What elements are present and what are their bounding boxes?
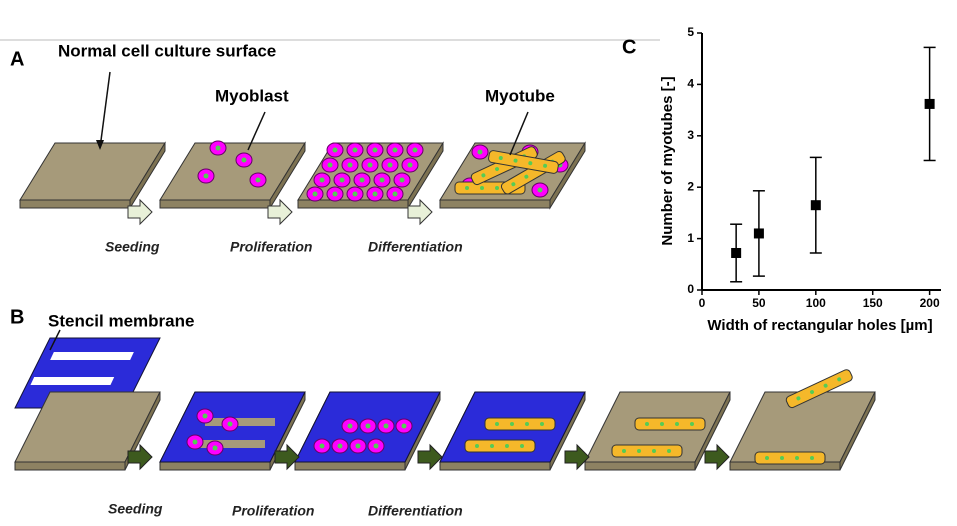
y-tick-label: 0 [687, 282, 694, 296]
y-tick-label: 3 [687, 128, 694, 142]
myoblast-label: Myoblast [215, 86, 289, 105]
figure: A Normal cell culture surface Myoblast M… [0, 0, 957, 521]
step-label: Differentiation [368, 503, 463, 519]
y-tick-label: 4 [687, 77, 694, 91]
x-tick-label: 150 [863, 296, 883, 310]
point [811, 200, 821, 210]
panel-label: C [622, 36, 636, 58]
stencil-label: Stencil membrane [48, 311, 194, 330]
x-tick-label: 100 [806, 296, 826, 310]
y-tick-label: 5 [687, 25, 694, 39]
y-tick-label: 2 [687, 179, 694, 193]
y-axis-label: Number of myotubes [-] [659, 76, 676, 245]
step-label: Differentiation [368, 239, 463, 255]
y-tick-label: 1 [687, 231, 694, 245]
panel-label: A [10, 48, 24, 70]
diagram: A Normal cell culture surface Myoblast M… [0, 40, 875, 519]
x-tick-label: 0 [699, 296, 706, 310]
step-label: Proliferation [232, 503, 314, 519]
step-label: Seeding [105, 239, 160, 255]
step-label: Proliferation [230, 239, 312, 255]
panel-label: B [10, 306, 24, 328]
x-axis-label: Width of rectangular holes [µm] [707, 317, 932, 334]
chart: C Width of rectangular holes [µm] Number… [622, 25, 941, 334]
point [731, 248, 741, 258]
x-tick-label: 50 [752, 296, 766, 310]
surface-label: Normal cell culture surface [58, 41, 276, 60]
step-label: Seeding [108, 501, 163, 517]
point [925, 99, 935, 109]
point [754, 228, 764, 238]
x-tick-label: 200 [920, 296, 940, 310]
myotube-label: Myotube [485, 86, 555, 105]
